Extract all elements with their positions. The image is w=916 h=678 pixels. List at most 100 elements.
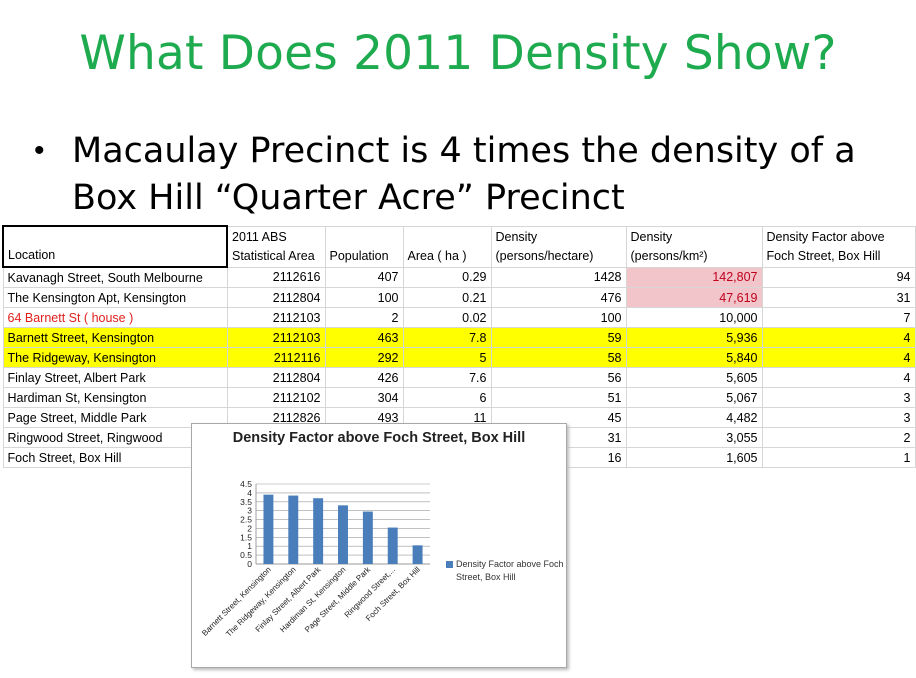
chart-bar bbox=[387, 527, 398, 564]
table-row: The Ridgeway, Kensington 2112116 292 5 5… bbox=[2, 347, 916, 368]
cell-population[interactable]: 2 bbox=[324, 307, 404, 328]
cell-population[interactable]: 493 bbox=[324, 407, 404, 428]
cell-factor[interactable]: 4 bbox=[761, 367, 916, 388]
cell-density-km[interactable]: 4,482 bbox=[625, 407, 763, 428]
bullet-text: Macaulay Precinct is 4 times the density… bbox=[72, 131, 856, 218]
table-row: Barnett Street, Kensington 2112103 463 7… bbox=[2, 327, 916, 348]
header-dha-line1: Density bbox=[495, 229, 538, 244]
cell-density-km[interactable]: 1,605 bbox=[625, 447, 763, 468]
cell-density-ha[interactable]: 100 bbox=[490, 307, 627, 328]
cell-density-km[interactable]: 3,055 bbox=[625, 427, 763, 448]
cell-location[interactable]: The Ridgeway, Kensington bbox=[2, 347, 228, 368]
cell-area[interactable]: 7.6 bbox=[402, 367, 492, 388]
cell-location[interactable]: Page Street, Middle Park bbox=[2, 407, 228, 428]
table-header-row: Location 2011 ABS Statistical Area Popula… bbox=[2, 225, 916, 268]
cell-factor[interactable]: 3 bbox=[761, 387, 916, 408]
cell-population[interactable]: 426 bbox=[324, 367, 404, 388]
cell-factor[interactable]: 31 bbox=[761, 287, 916, 308]
cell-sa[interactable]: 2112616 bbox=[226, 266, 326, 288]
table-row: 64 Barnett St ( house ) 2112103 2 0.02 1… bbox=[2, 307, 916, 328]
header-dkm-line2: (persons/km²) bbox=[630, 248, 708, 263]
y-tick-label: 2.5 bbox=[240, 515, 252, 525]
cell-factor[interactable]: 2 bbox=[761, 427, 916, 448]
chart-bar bbox=[338, 505, 348, 564]
cell-population[interactable]: 407 bbox=[324, 266, 404, 288]
cell-factor[interactable]: 7 bbox=[761, 307, 916, 328]
density-factor-chart[interactable]: Density Factor above Foch Street, Box Hi… bbox=[191, 423, 567, 668]
header-sa-line1: 2011 ABS bbox=[232, 229, 287, 244]
cell-area[interactable]: 0.02 bbox=[402, 307, 492, 328]
cell-density-km[interactable]: 10,000 bbox=[625, 307, 763, 328]
table-row: Page Street, Middle Park 2112826 493 11 … bbox=[2, 407, 916, 428]
cell-density-ha[interactable]: 1428 bbox=[490, 266, 627, 288]
cell-population[interactable]: 304 bbox=[324, 387, 404, 408]
header-density-hectare[interactable]: Density (persons/hectare) bbox=[490, 225, 627, 268]
header-factor-line1: Density Factor above bbox=[766, 229, 885, 244]
cell-density-ha[interactable]: 56 bbox=[490, 367, 627, 388]
cell-density-km[interactable]: 5,840 bbox=[625, 347, 763, 368]
table-row: Hardiman St, Kensington 2112102 304 6 51… bbox=[2, 387, 916, 408]
y-tick-label: 1.5 bbox=[240, 532, 252, 542]
cell-sa[interactable]: 2112103 bbox=[226, 307, 326, 328]
cell-location[interactable]: Kavanagh Street, South Melbourne bbox=[2, 266, 228, 288]
header-density-km[interactable]: Density (persons/km²) bbox=[625, 225, 763, 268]
cell-factor[interactable]: 3 bbox=[761, 407, 916, 428]
cell-density-ha[interactable]: 58 bbox=[490, 347, 627, 368]
header-location[interactable]: Location bbox=[2, 225, 228, 268]
cell-density-km[interactable]: 5,605 bbox=[625, 367, 763, 388]
cell-sa[interactable]: 2112804 bbox=[226, 287, 326, 308]
header-statistical-area[interactable]: 2011 ABS Statistical Area bbox=[226, 225, 326, 268]
header-population[interactable]: Population bbox=[324, 225, 404, 268]
cell-sa[interactable]: 2112103 bbox=[226, 327, 326, 348]
cell-area[interactable]: 7.8 bbox=[402, 327, 492, 348]
table-row: The Kensington Apt, Kensington 2112804 1… bbox=[2, 287, 916, 308]
y-tick-label: 3 bbox=[247, 506, 252, 516]
legend-swatch-icon bbox=[446, 561, 453, 568]
header-dkm-line1: Density bbox=[630, 229, 673, 244]
cell-factor[interactable]: 4 bbox=[761, 327, 916, 348]
cell-factor[interactable]: 94 bbox=[761, 266, 916, 288]
cell-location[interactable]: Hardiman St, Kensington bbox=[2, 387, 228, 408]
cell-density-km[interactable]: 5,936 bbox=[625, 327, 763, 348]
cell-factor[interactable]: 1 bbox=[761, 447, 916, 468]
chart-bar bbox=[263, 494, 274, 564]
y-tick-label: 3.5 bbox=[240, 497, 252, 507]
cell-area[interactable]: 0.29 bbox=[402, 266, 492, 288]
table-row: Finlay Street, Albert Park 2112804 426 7… bbox=[2, 367, 916, 388]
cell-density-km[interactable]: 47,619 bbox=[625, 287, 763, 308]
y-tick-label: 4.5 bbox=[240, 479, 252, 489]
cell-population[interactable]: 463 bbox=[324, 327, 404, 348]
header-dha-line2: (persons/hectare) bbox=[495, 248, 594, 263]
cell-sa[interactable]: 2112102 bbox=[226, 387, 326, 408]
cell-sa[interactable]: 2112804 bbox=[226, 367, 326, 388]
header-density-factor[interactable]: Density Factor above Foch Street, Box Hil… bbox=[761, 225, 916, 268]
density-table: Location 2011 ABS Statistical Area Popula… bbox=[2, 225, 916, 468]
legend-label: Density Factor above Foch Street, Box Hi… bbox=[456, 559, 564, 582]
cell-location[interactable]: Finlay Street, Albert Park bbox=[2, 367, 228, 388]
cell-location[interactable]: The Kensington Apt, Kensington bbox=[2, 287, 228, 308]
bullet-icon: • bbox=[34, 134, 45, 167]
cell-location[interactable]: 64 Barnett St ( house ) bbox=[2, 307, 228, 328]
slide-title: What Does 2011 Density Show? bbox=[79, 26, 837, 81]
cell-density-ha[interactable]: 476 bbox=[490, 287, 627, 308]
header-area[interactable]: Area ( ha ) bbox=[402, 225, 492, 268]
y-tick-label: 0.5 bbox=[240, 550, 252, 560]
cell-density-ha[interactable]: 51 bbox=[490, 387, 627, 408]
cell-population[interactable]: 292 bbox=[324, 347, 404, 368]
cell-location[interactable]: Barnett Street, Kensington bbox=[2, 327, 228, 348]
cell-density-km[interactable]: 142,807 bbox=[625, 266, 763, 288]
cell-population[interactable]: 100 bbox=[324, 287, 404, 308]
cell-density-ha[interactable]: 59 bbox=[490, 327, 627, 348]
y-tick-label: 1 bbox=[247, 541, 252, 551]
cell-density-km[interactable]: 5,067 bbox=[625, 387, 763, 408]
cell-area[interactable]: 6 bbox=[402, 387, 492, 408]
table-row: Kavanagh Street, South Melbourne 2112616… bbox=[2, 266, 916, 288]
cell-area[interactable]: 5 bbox=[402, 347, 492, 368]
chart-bar bbox=[288, 495, 299, 564]
cell-factor[interactable]: 4 bbox=[761, 347, 916, 368]
chart-bar bbox=[362, 511, 373, 564]
cell-area[interactable]: 0.21 bbox=[402, 287, 492, 308]
cell-sa[interactable]: 2112116 bbox=[226, 347, 326, 368]
cell-location[interactable]: Foch Street, Box Hill bbox=[2, 447, 228, 468]
